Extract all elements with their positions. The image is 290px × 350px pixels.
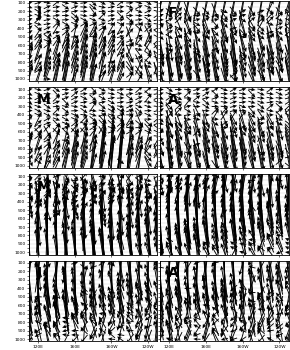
Text: J: J: [168, 180, 173, 194]
Text: M: M: [37, 93, 50, 107]
Text: A: A: [168, 93, 179, 107]
Text: M: M: [37, 180, 50, 194]
Text: J: J: [37, 6, 42, 20]
Text: A: A: [168, 266, 179, 280]
Text: F: F: [168, 6, 177, 20]
Text: J: J: [37, 266, 42, 280]
